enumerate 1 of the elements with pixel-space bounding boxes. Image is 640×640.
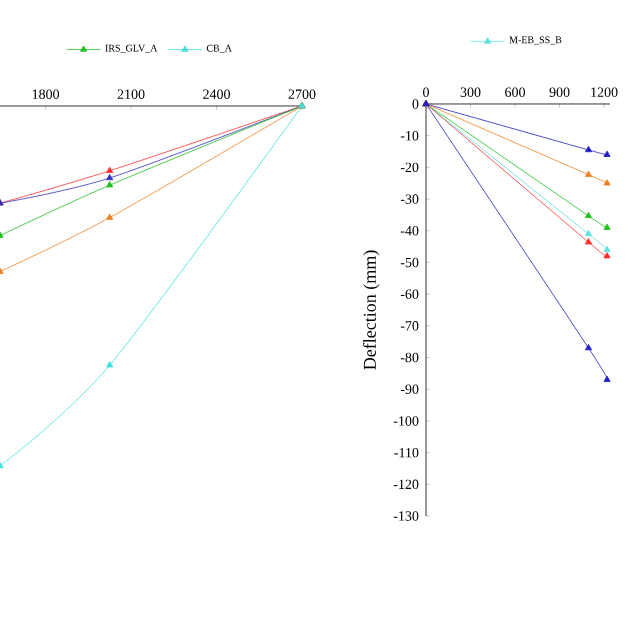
- y-axis-title: Deflection (mm): [363, 250, 380, 370]
